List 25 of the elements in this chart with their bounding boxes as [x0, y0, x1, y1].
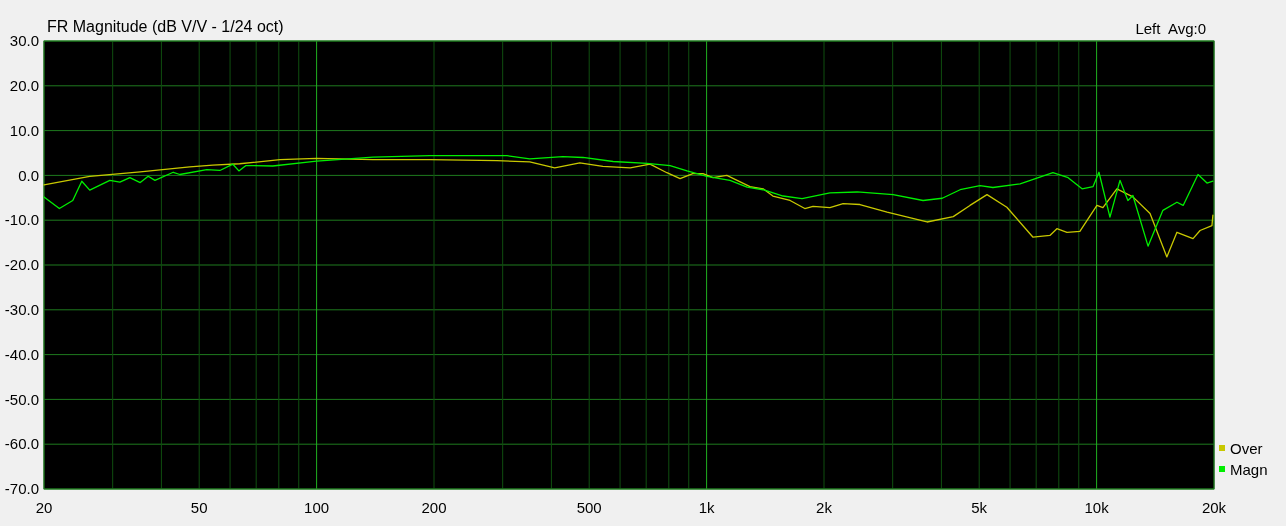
- x-tick-label: 5k: [971, 499, 988, 516]
- x-tick-label: 200: [421, 499, 447, 516]
- y-tick-label: 0.0: [18, 166, 39, 184]
- y-tick-label: -70.0: [4, 480, 39, 498]
- legend-label: Magn: [1230, 461, 1268, 479]
- x-tick-label: 50: [190, 499, 208, 516]
- y-tick-label: -10.0: [4, 211, 39, 229]
- x-tick-label: 100: [304, 499, 330, 516]
- y-tick-label: -60.0: [4, 435, 39, 453]
- x-tick-label: 20k: [1201, 499, 1227, 516]
- y-tick-label: -20.0: [4, 256, 39, 274]
- y-tick-label: -40.0: [4, 345, 39, 363]
- x-tick-label: 2k: [816, 499, 833, 516]
- x-tick-label: 10k: [1084, 499, 1110, 516]
- y-tick-label: -50.0: [4, 390, 39, 408]
- y-tick-label: 30.0: [9, 32, 39, 50]
- x-tick-label: 500: [576, 499, 602, 516]
- x-tick-label: 20: [35, 499, 53, 516]
- y-tick-label: 20.0: [9, 77, 39, 95]
- x-tick-label: 1k: [698, 499, 716, 516]
- text: Left Avg:0: [1135, 20, 1206, 37]
- chart-title: FR Magnitude (dB V/V - 1/24 oct): [47, 18, 284, 35]
- legend-label: Over: [1230, 440, 1263, 458]
- y-tick-label: -30.0: [4, 301, 39, 319]
- y-tick-label: 10.0: [9, 121, 39, 139]
